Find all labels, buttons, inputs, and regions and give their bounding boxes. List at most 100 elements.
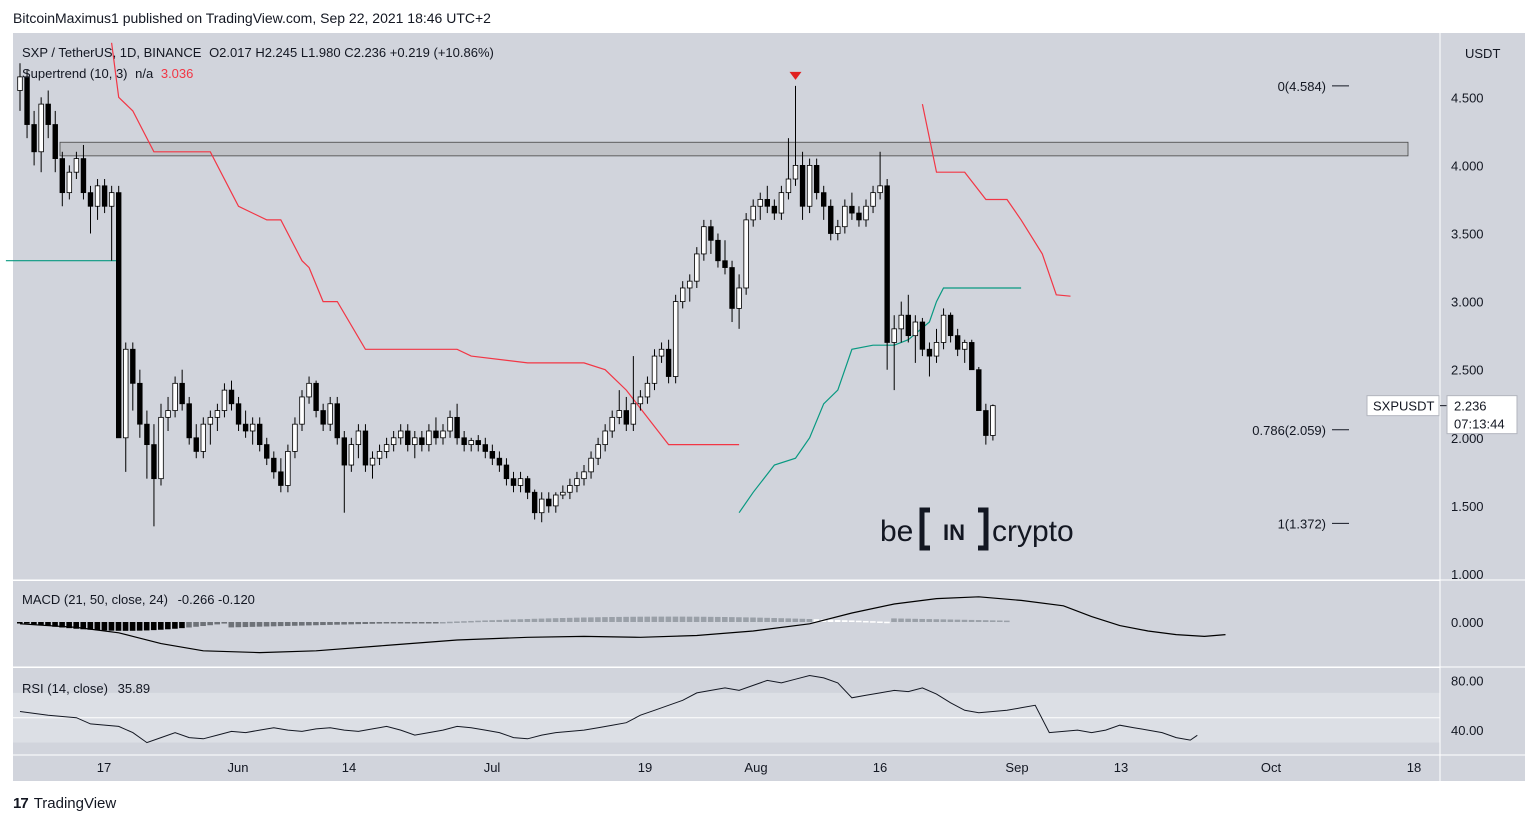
candle bbox=[454, 403, 460, 445]
macd-histogram-bar bbox=[432, 622, 439, 624]
candle bbox=[771, 199, 778, 220]
candle bbox=[101, 179, 108, 214]
candle bbox=[412, 430, 418, 459]
candle bbox=[496, 451, 503, 472]
candle-body bbox=[341, 437, 347, 466]
candle-body bbox=[397, 430, 404, 439]
macd-histogram-bar bbox=[362, 622, 369, 624]
candle bbox=[306, 376, 312, 404]
candle-body bbox=[595, 444, 601, 459]
macd-histogram-bar bbox=[510, 619, 517, 622]
candle bbox=[764, 185, 770, 214]
candle-body bbox=[708, 226, 714, 241]
price-tick-label: 1.000 bbox=[1451, 567, 1484, 582]
macd-histogram-bar bbox=[693, 616, 700, 622]
macd-histogram-bar bbox=[158, 622, 164, 630]
candle-body bbox=[419, 437, 425, 446]
macd-histogram-bar bbox=[947, 619, 954, 622]
rsi-tick-label: 40.00 bbox=[1451, 723, 1484, 738]
supertrend-down-line bbox=[921, 103, 1071, 297]
candle-body bbox=[694, 253, 700, 282]
candle bbox=[637, 390, 644, 411]
candle-body bbox=[31, 124, 37, 153]
candle bbox=[926, 342, 933, 377]
macd-histogram-bar bbox=[313, 622, 319, 626]
candle bbox=[299, 390, 305, 431]
macd-histogram-bar bbox=[996, 620, 1003, 622]
macd-histogram-bar bbox=[884, 621, 890, 624]
candle bbox=[475, 435, 481, 452]
candle bbox=[588, 451, 594, 479]
candle-body bbox=[475, 440, 481, 446]
tradingview-brand: TradingView bbox=[33, 795, 117, 812]
candle bbox=[835, 219, 841, 241]
candle-body bbox=[433, 430, 439, 439]
candle-body bbox=[405, 430, 411, 446]
supertrend-title: Supertrend (10, 3) bbox=[22, 66, 128, 81]
candle bbox=[898, 301, 904, 343]
candle bbox=[186, 396, 192, 445]
candle bbox=[708, 219, 714, 254]
macd-histogram-bar bbox=[66, 622, 72, 629]
macd-histogram-bar bbox=[143, 622, 150, 631]
candle bbox=[919, 317, 926, 357]
macd-histogram-bar bbox=[348, 622, 354, 625]
macd-histogram-bar bbox=[870, 621, 876, 623]
candle bbox=[567, 478, 573, 500]
candle bbox=[630, 356, 637, 431]
candle-body bbox=[651, 355, 658, 384]
candle bbox=[863, 199, 869, 227]
macd-histogram-bar bbox=[73, 622, 79, 629]
macd-histogram-bar bbox=[482, 620, 488, 622]
candle bbox=[877, 151, 883, 200]
tradingview-footer[interactable]: 17 TradingView bbox=[13, 795, 116, 812]
candle-body bbox=[701, 226, 707, 255]
macd-histogram-bar bbox=[172, 622, 178, 629]
candle-body bbox=[165, 410, 171, 418]
time-tick-label: Oct bbox=[1261, 760, 1282, 775]
candle-body bbox=[412, 437, 418, 446]
candle-body bbox=[73, 158, 80, 173]
fib-level-label: 0(4.584) bbox=[1278, 79, 1326, 94]
candle-body bbox=[278, 471, 284, 486]
candle-body bbox=[940, 314, 947, 343]
candle bbox=[278, 458, 284, 493]
time-tick-label: Aug bbox=[744, 760, 767, 775]
macd-tick-label: 0.000 bbox=[1451, 615, 1484, 630]
candle-body bbox=[588, 457, 594, 473]
macd-histogram-bar bbox=[327, 622, 333, 625]
macd-histogram-bar bbox=[841, 620, 848, 622]
candle-body bbox=[912, 321, 919, 337]
tradingview-logo-icon: 17 bbox=[13, 795, 29, 812]
macd-histogram-bar bbox=[961, 619, 968, 622]
macd-histogram-bar bbox=[679, 616, 686, 622]
candle-body bbox=[179, 382, 185, 405]
price-axis bbox=[1440, 33, 1525, 755]
macd-histogram-bar bbox=[595, 617, 601, 622]
candle-body bbox=[200, 423, 206, 452]
macd-histogram-bar bbox=[552, 618, 559, 622]
candle bbox=[249, 417, 256, 445]
candle-body bbox=[884, 185, 890, 343]
candle-body bbox=[687, 280, 693, 289]
macd-histogram-bar bbox=[355, 622, 361, 625]
candle bbox=[320, 403, 326, 431]
candle bbox=[891, 315, 897, 391]
candle bbox=[757, 192, 763, 220]
candle bbox=[405, 424, 411, 452]
macd-histogram-bar bbox=[757, 617, 763, 622]
supertrend-na: n/a bbox=[135, 66, 154, 81]
candle-body bbox=[137, 382, 143, 425]
candle-body bbox=[849, 205, 855, 214]
candle bbox=[510, 471, 517, 493]
time-tick-label: 17 bbox=[97, 760, 111, 775]
resistance-zone bbox=[59, 141, 1409, 157]
price-tag-symbol: SXPUSDT bbox=[1373, 399, 1434, 414]
candle bbox=[397, 424, 404, 445]
candle bbox=[235, 396, 242, 431]
macd-histogram-bar bbox=[17, 622, 23, 624]
candle-body bbox=[369, 457, 376, 466]
macd-title: MACD (21, 50, close, 24) bbox=[22, 592, 168, 607]
candle-body bbox=[609, 416, 615, 432]
